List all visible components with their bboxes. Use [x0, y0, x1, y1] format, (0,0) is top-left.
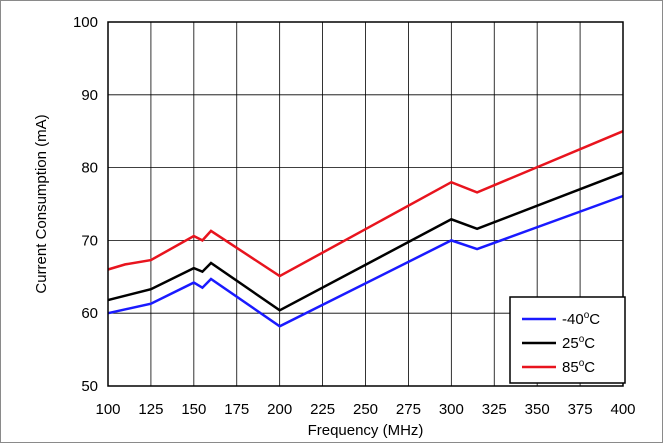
y-tick-label: 70 — [81, 232, 98, 249]
legend-label: -40oC — [562, 310, 600, 328]
x-tick-label: 375 — [568, 401, 593, 418]
series-line-2 — [107, 130, 624, 278]
x-tick-label: 100 — [95, 401, 120, 418]
x-tick-label: 150 — [181, 401, 206, 418]
legend-box — [509, 296, 626, 384]
legend-label: 25oC — [562, 334, 595, 352]
x-axis-label: Frequency (MHz) — [308, 422, 424, 439]
x-tick-labels: 100 125 150 175 200 225 250 275 300 325 350 375 400 — [95, 401, 635, 418]
x-tick-label: 400 — [610, 401, 635, 418]
x-tick-label: 175 — [224, 401, 249, 418]
x-tick-label: 200 — [267, 401, 292, 418]
legend: -40oC 25oC 85oC — [509, 296, 626, 384]
y-tick-label: 90 — [81, 87, 98, 104]
y-axis-label: Current Consumption (mA) — [33, 114, 50, 293]
y-tick-label: 60 — [81, 305, 98, 322]
x-tick-label: 350 — [525, 401, 550, 418]
y-tick-label: 50 — [81, 378, 98, 395]
plot-area-border — [107, 21, 624, 387]
x-tick-label: 300 — [439, 401, 464, 418]
series-line-1 — [107, 171, 624, 312]
x-tick-label: 325 — [482, 401, 507, 418]
y-tick-label: 80 — [81, 160, 98, 177]
x-tick-label: 125 — [138, 401, 163, 418]
x-tick-label: 225 — [310, 401, 335, 418]
series-lines — [107, 130, 624, 328]
y-tick-labels: 50 60 70 80 90 100 — [73, 14, 98, 395]
series-line-0 — [107, 194, 624, 328]
x-tick-label: 250 — [353, 401, 378, 418]
x-tick-label: 275 — [396, 401, 421, 418]
y-tick-label: 100 — [73, 14, 98, 31]
legend-label: 85oC — [562, 358, 595, 376]
